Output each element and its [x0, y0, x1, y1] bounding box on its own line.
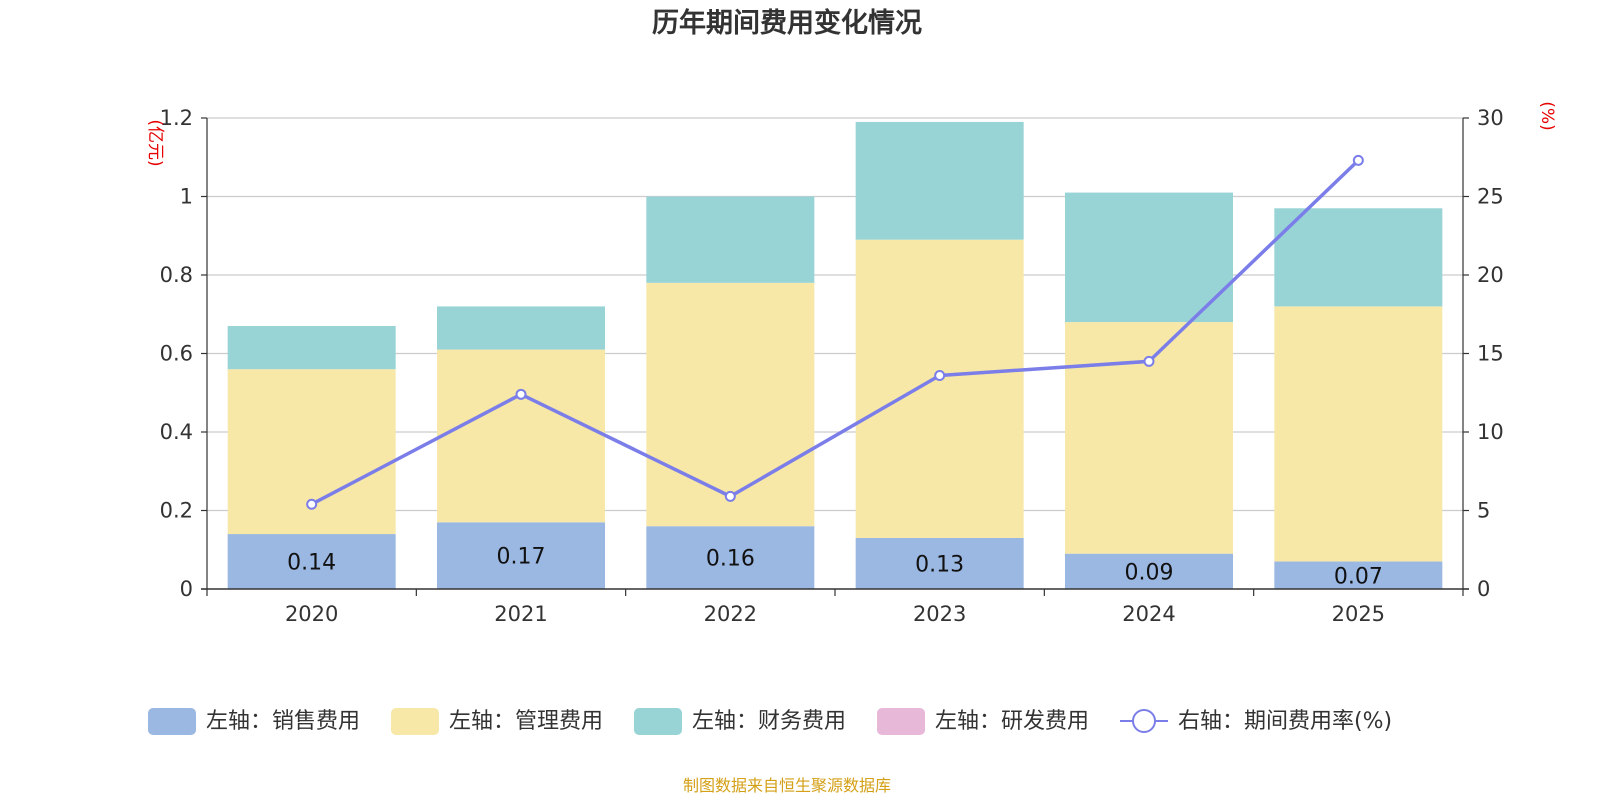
bar-segment — [855, 121, 1024, 240]
bar-data-label: 0.17 — [497, 545, 546, 570]
bar-layer: 0.14 0.17 0.16 0.13 0.09 0.07 — [227, 121, 1443, 589]
right-axis-tick-label: 20 — [1477, 263, 1504, 287]
bar-segment — [1274, 561, 1443, 589]
rate-point — [1352, 154, 1364, 166]
right-axis-unit: (%) — [1537, 101, 1557, 130]
bar-segment — [437, 306, 605, 350]
bar-segment — [855, 537, 1024, 589]
bar-data-label: 0.09 — [1125, 560, 1174, 585]
legend-label: 左轴：财务费用 — [692, 709, 846, 734]
left-axis-tick-label: 0.2 — [160, 499, 193, 523]
left-axis-tick-label: 0 — [180, 577, 193, 601]
axis-layer: 00.20.40.60.811.2051015202530(亿元)(%)2020… — [145, 101, 1557, 626]
bar-segment — [1065, 553, 1233, 589]
legend-swatch — [634, 708, 682, 735]
rate-point — [934, 369, 946, 381]
x-axis-tick-label: 2020 — [285, 602, 338, 626]
bar-data-label: 0.14 — [287, 551, 336, 576]
x-axis-tick-label: 2021 — [494, 602, 547, 626]
bar-segment — [1065, 192, 1233, 323]
line-layer — [306, 154, 1364, 510]
legend-label: 左轴：管理费用 — [449, 709, 603, 734]
legend-label: 左轴：研发费用 — [935, 709, 1089, 734]
right-axis-tick-label: 10 — [1477, 420, 1504, 444]
right-axis-tick-label: 5 — [1477, 499, 1490, 523]
bar-segment — [227, 534, 396, 589]
bar-segment — [646, 526, 815, 589]
rate-point — [1143, 355, 1155, 367]
bar-segment — [227, 326, 396, 370]
bar-data-label: 0.07 — [1334, 564, 1383, 589]
left-axis-tick-label: 0.6 — [160, 342, 193, 366]
rate-point — [306, 498, 318, 510]
bar-segment — [437, 349, 605, 523]
bar-segment — [1274, 306, 1443, 562]
bar-segment — [437, 522, 605, 589]
left-axis-tick-label: 1.2 — [160, 106, 193, 130]
x-axis-tick-label: 2025 — [1332, 602, 1385, 626]
rate-point — [515, 388, 527, 400]
legend-label: 左轴：销售费用 — [206, 709, 360, 734]
legend-marker — [1132, 709, 1156, 733]
legend-swatch — [877, 708, 925, 735]
right-axis-tick-label: 0 — [1477, 577, 1490, 601]
right-axis-tick-label: 25 — [1477, 185, 1504, 209]
left-axis-tick-label: 0.4 — [160, 420, 193, 444]
grid-layer — [207, 117, 1463, 512]
legend-swatch — [391, 708, 439, 735]
legend-label: 右轴：期间费用率(%) — [1178, 709, 1392, 734]
x-axis-tick-label: 2024 — [1122, 602, 1175, 626]
bar-data-label: 0.13 — [915, 552, 964, 577]
bar-segment — [646, 196, 815, 283]
x-axis-tick-label: 2023 — [913, 602, 966, 626]
rate-line — [310, 159, 1360, 506]
chart-title: 历年期间费用变化情况 — [652, 7, 922, 39]
bar-segment — [646, 282, 815, 527]
bar-data-label: 0.16 — [706, 547, 755, 572]
right-axis-tick-label: 30 — [1477, 106, 1504, 130]
legend-swatch — [148, 708, 196, 735]
bar-segment — [1274, 208, 1443, 307]
right-axis-tick-label: 15 — [1477, 342, 1504, 366]
x-axis-tick-label: 2022 — [704, 602, 757, 626]
data-source-note: 制图数据来自恒生聚源数据库 — [683, 776, 891, 795]
left-axis-unit: (亿元) — [145, 119, 165, 166]
rate-point — [724, 490, 736, 502]
legend: 左轴：销售费用 左轴：管理费用 左轴：财务费用 左轴：研发费用 右轴：期间费用率(%) — [148, 708, 1392, 735]
bar-segment — [855, 239, 1024, 538]
left-axis-tick-label: 1 — [180, 185, 193, 209]
left-axis-tick-label: 0.8 — [160, 263, 193, 287]
